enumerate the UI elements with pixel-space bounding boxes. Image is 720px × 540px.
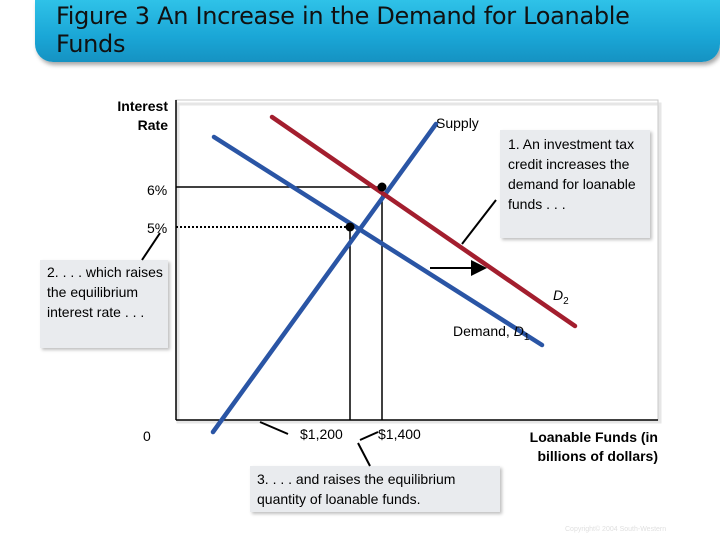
x-tick-1400: $1,400 xyxy=(378,426,421,442)
callout-quantity: 3. . . . and raises the equilibrium quan… xyxy=(250,466,500,512)
origin-label: 0 xyxy=(143,428,151,444)
y-tick-5: 5% xyxy=(147,220,168,236)
y-tick-6: 6% xyxy=(147,182,168,198)
supply-label: Supply xyxy=(436,115,479,131)
plot-shadow xyxy=(176,102,662,424)
callout-investment: 1. An investment tax credit increases th… xyxy=(500,130,650,238)
copyright: Copyright© 2004 South-Western xyxy=(565,526,667,533)
series-line-0 xyxy=(210,121,439,435)
series-line-1 xyxy=(211,134,545,348)
callout-rate: 2. . . . which raises the equilibrium in… xyxy=(40,260,168,348)
callout-pointer-quantity-left xyxy=(259,421,289,435)
callout-pointer-quantity-down xyxy=(357,442,371,467)
demand-d2-label: D2 xyxy=(553,287,569,307)
x-tick-1200: $1,200 xyxy=(300,426,343,442)
y-axis-label: Interest Rate xyxy=(117,98,168,133)
callout-pointer-investment xyxy=(461,199,497,245)
callout-pointer-quantity-right-arm xyxy=(359,431,379,441)
series-line-2 xyxy=(269,114,578,329)
callout-pointer-rate xyxy=(141,232,161,261)
equilibrium-point-1 xyxy=(377,182,387,192)
demand-d1-label: Demand, D1 xyxy=(453,323,530,343)
x-axis-label: Loanable Funds (in billions of dollars) xyxy=(529,429,658,464)
title-bar xyxy=(35,0,720,62)
equilibrium-point-0 xyxy=(345,222,355,232)
page-title: Figure 3 An Increase in the Demand for L… xyxy=(56,2,630,58)
